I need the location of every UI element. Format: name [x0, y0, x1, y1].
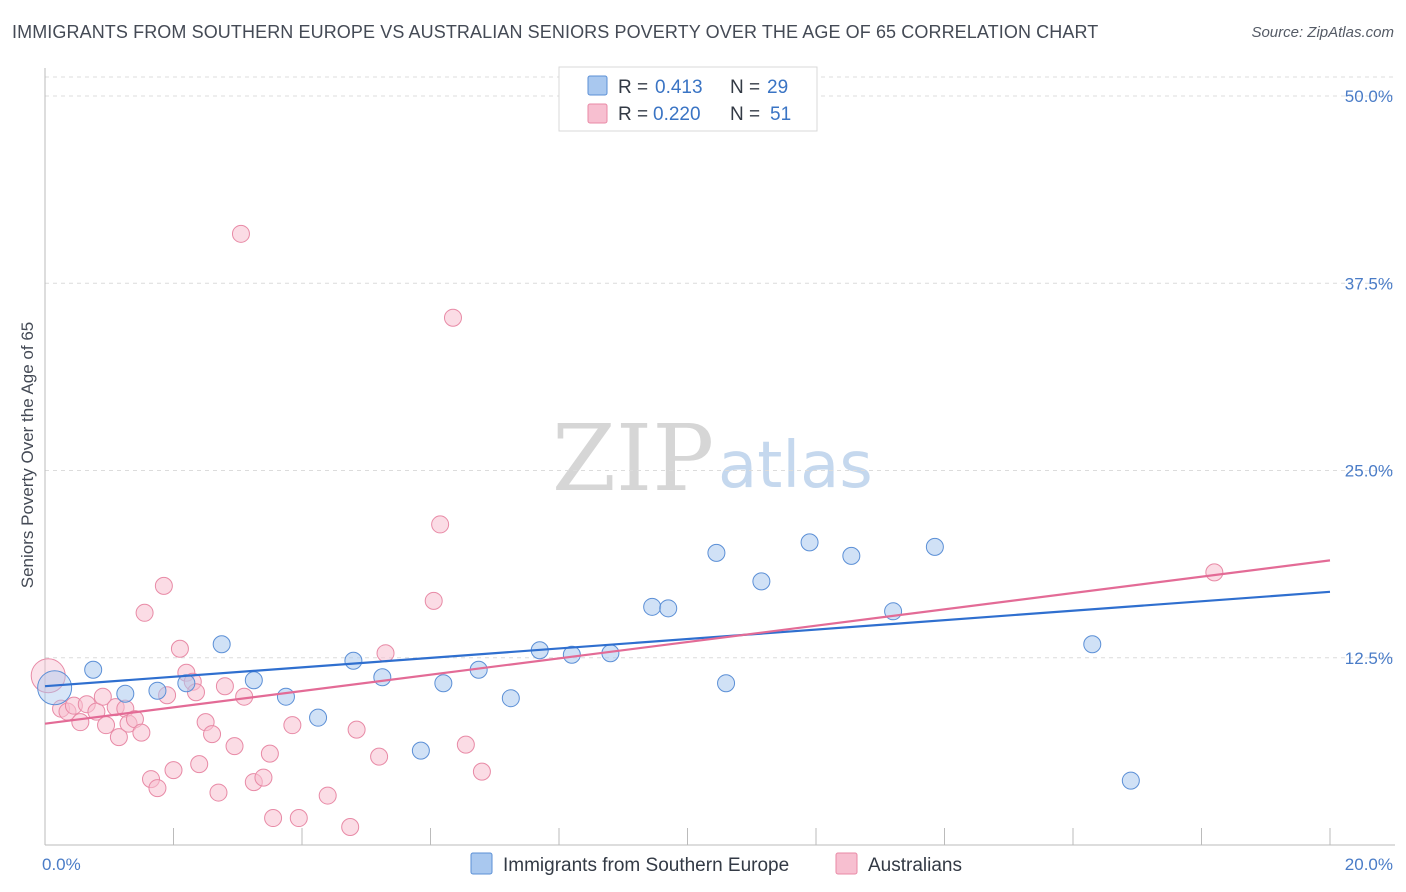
axes — [44, 68, 1395, 846]
australians-point — [264, 809, 283, 828]
legend-n-value-pink: 51 — [770, 104, 791, 125]
immigrants-point — [244, 671, 263, 690]
australians-point — [215, 677, 234, 696]
immigrants-point — [707, 543, 726, 562]
australians-point — [376, 644, 395, 663]
bottom-legend: Immigrants from Southern Europe Australi… — [470, 852, 962, 876]
australians-point — [1205, 563, 1224, 582]
watermark-atlas: atlas — [718, 429, 873, 503]
immigrants-point — [309, 708, 328, 727]
australians-point — [109, 728, 128, 747]
australians-point — [424, 591, 443, 610]
y-axis-label: Seniors Poverty Over the Age of 65 — [18, 322, 37, 588]
australians-point — [164, 761, 183, 780]
legend-r-value-pink: 0.220 — [653, 104, 701, 125]
y-tick-label: 50.0% — [1345, 87, 1393, 106]
australians-point — [71, 713, 90, 732]
y-tick-label: 37.5% — [1345, 274, 1393, 293]
immigrants-point — [177, 674, 196, 693]
legend-swatch-pink — [587, 103, 608, 124]
australians-point — [203, 725, 222, 744]
immigrants-point — [1083, 635, 1102, 654]
immigrants-point — [344, 651, 363, 670]
immigrants-point — [84, 660, 103, 679]
australians-point — [456, 735, 475, 754]
immigrants-point — [373, 668, 392, 687]
australians-point — [170, 639, 189, 658]
immigrants-point — [37, 670, 73, 706]
australians-point — [225, 737, 244, 756]
immigrants-points — [37, 533, 1140, 790]
immigrants-point — [212, 635, 231, 654]
australians-point — [231, 224, 250, 243]
australians-point — [318, 786, 337, 805]
x-tick-label: 0.0% — [42, 855, 81, 874]
legend-n-label-blue: N = — [730, 77, 760, 98]
bottom-legend-label-blue: Immigrants from Southern Europe — [503, 855, 789, 876]
australians-point — [209, 783, 228, 802]
legend-n-value-blue: 29 — [767, 77, 788, 98]
immigrants-point — [659, 599, 678, 618]
bottom-legend-swatch-blue — [470, 852, 493, 875]
immigrants-point — [276, 687, 295, 706]
watermark-zip: ZIP — [552, 405, 714, 512]
legend-r-value-blue: 0.413 — [655, 77, 703, 98]
australians-point — [283, 716, 302, 735]
immigrants-point — [842, 546, 861, 565]
y-tick-label: 12.5% — [1345, 649, 1393, 668]
trend-lines — [44, 559, 1331, 725]
australians-point — [347, 720, 366, 739]
australians-point — [30, 658, 66, 694]
bottom-legend-swatch-pink — [835, 852, 858, 875]
australians-point — [254, 768, 273, 787]
australians-point — [154, 576, 173, 595]
australians-points — [30, 224, 1224, 837]
source-label: Source: ZipAtlas.com — [1251, 24, 1394, 41]
legend: R = 0.413 N = 29 R = 0.220 N = 51 — [558, 66, 818, 132]
immigrants-point — [116, 684, 135, 703]
legend-swatch-blue — [587, 75, 608, 96]
immigrants-point — [643, 597, 662, 616]
australians-trend-line — [44, 559, 1331, 725]
immigrants-point — [411, 741, 430, 760]
chart-title: IMMIGRANTS FROM SOUTHERN EUROPE VS AUSTR… — [12, 22, 1099, 42]
immigrants-point — [501, 689, 520, 708]
australians-point — [431, 515, 450, 534]
immigrants-point — [717, 674, 736, 693]
australians-point — [260, 744, 279, 763]
australians-point — [132, 723, 151, 742]
immigrants-trend-line — [44, 590, 1331, 688]
australians-point — [472, 762, 491, 781]
australians-point — [190, 755, 209, 774]
bottom-legend-label-pink: Australians — [868, 855, 962, 876]
immigrants-point — [1121, 771, 1140, 790]
immigrants-point — [800, 533, 819, 552]
immigrants-point — [148, 681, 167, 700]
y-tick-label: 25.0% — [1345, 462, 1393, 481]
x-tick-label: 20.0% — [1345, 855, 1393, 874]
immigrants-point — [925, 537, 944, 556]
australians-point — [93, 687, 112, 706]
australians-point — [341, 818, 360, 837]
legend-n-label-pink: N = — [730, 104, 760, 125]
australians-point — [370, 747, 389, 766]
australians-point — [148, 779, 167, 798]
australians-point — [443, 308, 462, 327]
australians-point — [97, 716, 116, 735]
australians-point — [289, 809, 308, 828]
immigrants-point — [752, 572, 771, 591]
grid — [45, 76, 1395, 659]
australians-point — [135, 603, 154, 622]
immigrants-point — [434, 674, 453, 693]
y-tick-labels: 12.5% 25.0% 37.5% 50.0% — [1345, 87, 1393, 668]
x-tick-labels: 0.0% 20.0% — [42, 855, 1393, 874]
legend-r-label-pink: R = — [618, 104, 648, 125]
legend-r-label-blue: R = — [618, 77, 648, 98]
